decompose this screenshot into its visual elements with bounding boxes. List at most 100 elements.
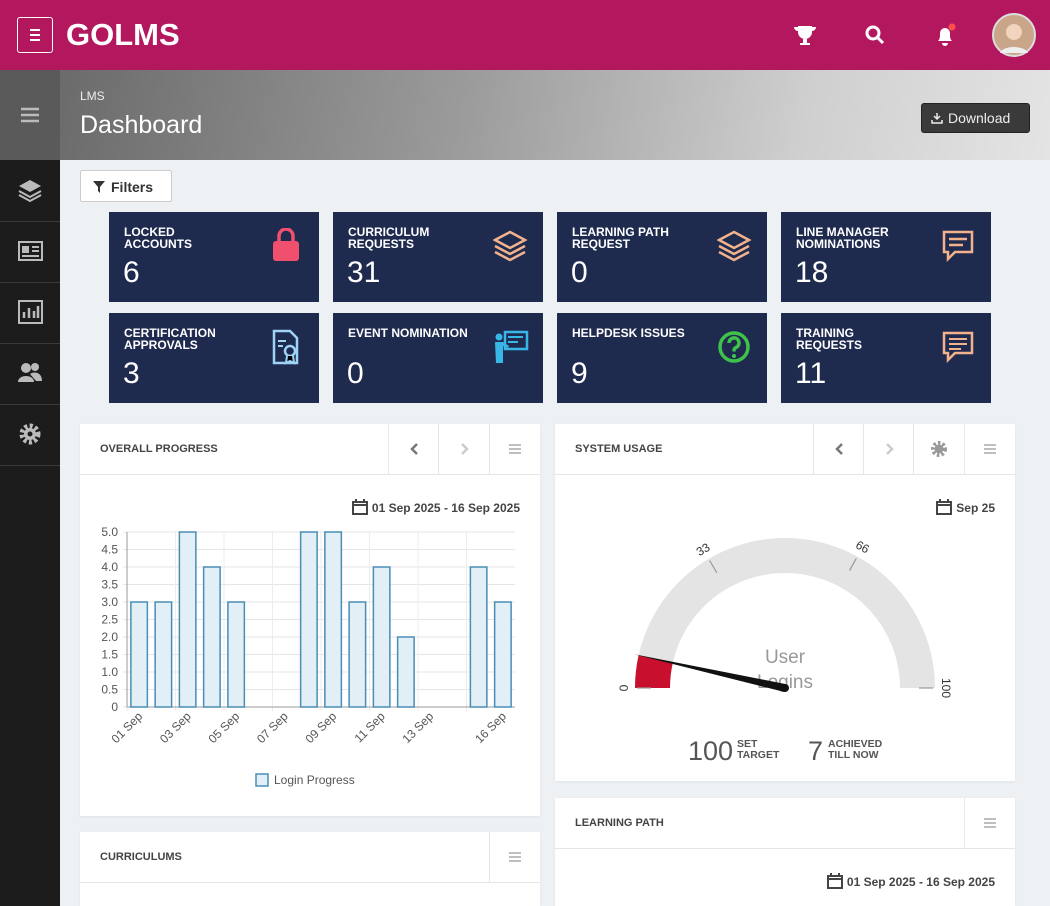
y-tick-label: 5.0 bbox=[101, 525, 118, 539]
menu-button[interactable] bbox=[489, 424, 540, 474]
y-tick-label: 0.5 bbox=[101, 683, 118, 697]
bar bbox=[202, 566, 221, 708]
nav-layers[interactable] bbox=[0, 160, 60, 222]
gauge-tick-label: 66 bbox=[853, 538, 872, 557]
nav-card[interactable] bbox=[0, 221, 60, 283]
next-button[interactable] bbox=[863, 424, 914, 474]
legend-label: Login Progress bbox=[274, 773, 355, 787]
date-range: 01 Sep 2025 - 16 Sep 2025 bbox=[826, 873, 995, 889]
nav-settings[interactable] bbox=[0, 404, 60, 466]
tile-icon bbox=[273, 228, 299, 261]
stat-tile[interactable]: CERTIFICATION APPROVALS 3 bbox=[109, 313, 319, 403]
panel-header: CURRICULUMS bbox=[80, 832, 540, 883]
prev-button[interactable] bbox=[388, 424, 439, 474]
settings-button[interactable] bbox=[913, 424, 964, 474]
tile-icon bbox=[495, 330, 529, 363]
y-tick-label: 1.5 bbox=[101, 648, 118, 662]
legend-swatch bbox=[255, 773, 269, 787]
panel-title: CURRICULUMS bbox=[100, 851, 182, 863]
tile-icon bbox=[718, 331, 750, 363]
menu-button[interactable] bbox=[964, 798, 1015, 848]
tile-label: CERTIFICATION APPROVALS bbox=[124, 326, 216, 352]
stat-tile[interactable]: LOCKED ACCOUNTS 6 bbox=[109, 212, 319, 302]
menu-icon bbox=[30, 29, 40, 41]
tile-label: CURRICULUM REQUESTS bbox=[348, 225, 430, 251]
bar-chart: 0 0.5 1.0 1.5 2.0 2.5 3.0 3.5 4.0 4.5 5.0 01 Sep 03 … bbox=[101, 525, 515, 787]
stat-tile[interactable]: CURRICULUM REQUESTS 31 bbox=[333, 212, 543, 302]
x-tick-label: 11 Sep bbox=[352, 709, 388, 745]
page-title: Dashboard bbox=[80, 111, 203, 139]
stat-tile[interactable]: TRAINING REQUESTS 11 bbox=[781, 313, 991, 403]
bar bbox=[469, 566, 488, 708]
tile-value: 31 bbox=[347, 256, 381, 289]
tile-icon bbox=[493, 230, 528, 262]
x-tick-label: 05 Sep bbox=[205, 709, 242, 746]
date-range-text: 01 Sep 2025 - 16 Sep 2025 bbox=[846, 875, 995, 889]
tile-value: 3 bbox=[123, 357, 140, 390]
avatar[interactable] bbox=[992, 13, 1036, 57]
sidebar bbox=[0, 70, 60, 906]
y-tick-label: 0 bbox=[111, 700, 118, 714]
y-tick-label: 3.0 bbox=[101, 595, 118, 609]
next-button[interactable] bbox=[438, 424, 489, 474]
prev-button[interactable] bbox=[813, 424, 864, 474]
gauge-tick-label: 0 bbox=[617, 684, 631, 691]
tile-label: LINE MANAGER NOMINATIONS bbox=[796, 225, 889, 251]
tile-label: HELPDESK ISSUES bbox=[572, 326, 685, 340]
panel-header: OVERALL PROGRESS bbox=[80, 424, 540, 475]
date-range-text: 01 Sep 2025 - 16 Sep 2025 bbox=[371, 501, 520, 515]
curriculums-panel: CURRICULUMS bbox=[80, 832, 540, 906]
gauge-tick bbox=[849, 558, 857, 571]
nav-users[interactable] bbox=[0, 343, 60, 405]
top-bar: GOLMS bbox=[0, 0, 1050, 70]
stat-tile[interactable]: LEARNING PATH REQUEST 0 bbox=[557, 212, 767, 302]
gauge-fill bbox=[635, 655, 673, 688]
y-tick-label: 1.0 bbox=[101, 665, 118, 679]
gauge-needle bbox=[633, 654, 786, 692]
y-tick-label: 3.5 bbox=[101, 578, 118, 592]
tile-label: EVENT NOMINATION bbox=[348, 326, 468, 340]
x-tick-label: 16 Sep bbox=[472, 709, 509, 746]
achieved-value: 7 bbox=[808, 736, 824, 766]
notification-icon[interactable] bbox=[932, 22, 960, 48]
menu-button[interactable] bbox=[489, 832, 540, 882]
bar bbox=[324, 531, 343, 708]
tile-label: LEARNING PATH REQUEST bbox=[572, 225, 669, 251]
search-icon[interactable] bbox=[862, 22, 888, 48]
stat-tile[interactable]: HELPDESK ISSUES 9 bbox=[557, 313, 767, 403]
menu-button[interactable] bbox=[964, 424, 1015, 474]
tile-value: 11 bbox=[795, 357, 827, 390]
tile-icon bbox=[942, 230, 974, 263]
filters-button[interactable]: Filters bbox=[80, 170, 172, 202]
y-tick-label: 2.0 bbox=[101, 630, 118, 644]
gauge-tick bbox=[709, 560, 718, 573]
bar bbox=[154, 601, 173, 708]
page-header: LMS Dashboard Download bbox=[60, 70, 1050, 160]
bar bbox=[299, 531, 318, 708]
tile-icon bbox=[942, 331, 974, 364]
target-label: SET TARGET bbox=[737, 738, 780, 761]
target-value: 100 bbox=[688, 736, 734, 766]
system-usage-panel: SYSTEM USAGE Sep 25 User Logins 100 SET … bbox=[555, 424, 1015, 781]
tile-value: 0 bbox=[571, 256, 588, 289]
y-tick-label: 4.5 bbox=[101, 543, 118, 557]
bar bbox=[372, 566, 391, 708]
panel-title: LEARNING PATH bbox=[575, 817, 664, 829]
sidebar-toggle[interactable] bbox=[0, 70, 60, 160]
tile-label: TRAINING REQUESTS bbox=[796, 326, 863, 352]
gauge-tick-label: 33 bbox=[694, 540, 713, 559]
trophy-icon[interactable] bbox=[790, 22, 820, 48]
breadcrumb[interactable]: LMS bbox=[80, 89, 105, 103]
menu-button[interactable] bbox=[17, 17, 53, 53]
bar bbox=[396, 636, 415, 708]
tile-value: 9 bbox=[571, 357, 588, 390]
download-button[interactable]: Download bbox=[921, 103, 1030, 133]
stat-tile[interactable]: LINE MANAGER NOMINATIONS 18 bbox=[781, 212, 991, 302]
nav-reports[interactable] bbox=[0, 282, 60, 344]
filters-label: Filters bbox=[111, 179, 154, 195]
stat-tile[interactable]: EVENT NOMINATION 0 bbox=[333, 313, 543, 403]
tile-value: 18 bbox=[795, 256, 829, 289]
x-tick-label: 01 Sep bbox=[108, 709, 145, 746]
learning-path-panel: LEARNING PATH 01 Sep 2025 - 16 Sep 2025 bbox=[555, 798, 1015, 906]
